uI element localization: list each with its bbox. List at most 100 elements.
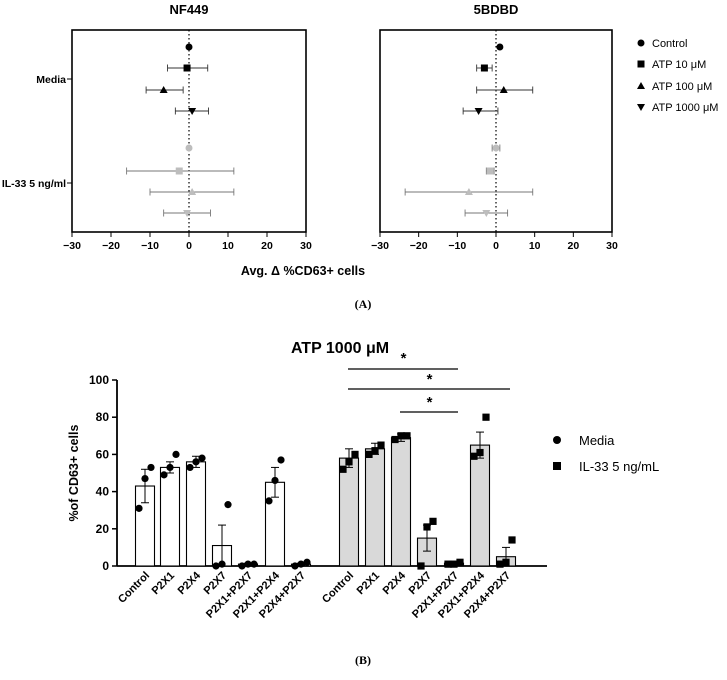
x-tick-label: −30 <box>371 240 389 252</box>
point-atp-100-m <box>464 188 473 195</box>
data-point <box>456 558 464 566</box>
legend-label-atp-100-m: ATP 100 μM <box>652 81 712 93</box>
x-tick-label: 0 <box>493 240 499 252</box>
row-label: IL-33 5 ng/ml <box>2 178 66 190</box>
data-point <box>135 504 143 512</box>
legend-marker-control <box>637 39 645 47</box>
point-atp-1000-m <box>474 108 483 115</box>
data-point <box>212 562 220 570</box>
x-tick-label: 20 <box>567 240 579 252</box>
point-atp-100-m <box>159 86 168 93</box>
data-point <box>198 454 206 462</box>
x-tick-label: 30 <box>300 240 312 252</box>
panel-label-a: (A) <box>355 297 372 311</box>
legend-marker-atp-100-m <box>637 82 645 89</box>
legend-marker-atp-1000-m <box>637 104 645 111</box>
legend-label-media: Media <box>579 433 615 448</box>
x-tick-label: 20 <box>261 240 273 252</box>
data-point <box>160 471 168 479</box>
data-point <box>482 413 490 421</box>
point-atp-10-m <box>175 167 183 175</box>
x-tick-label: −10 <box>448 240 466 252</box>
point-atp-10-m <box>183 64 191 72</box>
x-tick-label: Control <box>320 570 356 606</box>
forest-title: NF449 <box>169 2 208 17</box>
point-atp-10-m <box>486 167 494 175</box>
x-tick-label: 30 <box>606 240 618 252</box>
x-tick-label: −10 <box>141 240 159 252</box>
x-tick-label: 0 <box>186 240 192 252</box>
y-tick-label: 60 <box>96 447 110 461</box>
data-point <box>365 450 373 458</box>
data-point <box>224 501 232 509</box>
data-point <box>397 432 405 440</box>
bar-p2x1-p2x4 <box>469 444 491 567</box>
data-point <box>371 447 379 455</box>
data-point <box>496 560 504 568</box>
x-tick-label: 10 <box>222 240 234 252</box>
legend-marker-media <box>553 436 561 444</box>
row-label: Media <box>36 74 66 86</box>
data-point <box>265 497 273 505</box>
data-point <box>192 458 200 466</box>
y-tick-label: 40 <box>96 485 110 499</box>
x-tick-label: −20 <box>102 240 120 252</box>
x-tick-label: 10 <box>529 240 541 252</box>
data-point <box>186 463 194 472</box>
point-atp-1000-m <box>188 108 197 115</box>
forest-plot-nf449: NF449 −30 −20 −10 0 10 20 30 <box>63 2 312 252</box>
significance-star: * <box>427 394 433 411</box>
point-control <box>185 43 193 51</box>
data-point <box>271 476 279 485</box>
data-point <box>297 560 305 568</box>
panel-label-b: (B) <box>355 653 371 667</box>
data-point <box>403 432 411 440</box>
forest-plot-5bdbd: 5BDBD −30 −20 −10 0 10 20 30 <box>371 2 618 252</box>
data-point <box>238 562 246 570</box>
x-tick-label: P2X1 <box>355 570 383 598</box>
bar-p2x1 <box>364 448 386 567</box>
legend-label-control: Control <box>652 38 687 50</box>
legend-marker-atp-10-m <box>637 60 645 68</box>
data-point <box>502 558 510 566</box>
y-axis-label: %of CD63+ cells <box>67 424 81 521</box>
bar-p2x4 <box>185 461 207 567</box>
data-point <box>429 517 437 525</box>
data-point <box>351 450 359 458</box>
x-tick-label: −30 <box>63 240 81 252</box>
data-point <box>172 450 180 458</box>
bar-chart-title: ATP 1000 μM <box>291 340 389 357</box>
y-tick-label: 80 <box>96 410 110 424</box>
x-axis-label: Avg. Δ %CD63+ cells <box>241 264 365 278</box>
x-tick-label: −20 <box>410 240 428 252</box>
data-point <box>450 560 458 568</box>
data-point <box>339 465 347 473</box>
significance-star: * <box>401 350 407 367</box>
point-atp-100-m <box>499 86 508 93</box>
data-point <box>277 456 285 464</box>
data-point <box>377 441 385 449</box>
bar-p2x4 <box>390 437 412 567</box>
point-control <box>185 144 193 152</box>
data-point <box>303 558 311 566</box>
legend-marker-il-33-5-ng-ml <box>553 462 561 470</box>
x-tick-label: P2X4 <box>176 569 204 597</box>
y-tick-label: 0 <box>102 559 109 573</box>
data-point <box>244 560 252 568</box>
point-atp-100-m <box>188 188 197 195</box>
data-point <box>444 560 452 568</box>
data-point <box>166 463 174 472</box>
x-tick-label: P2X1 <box>150 570 178 598</box>
data-point <box>345 458 353 466</box>
significance-star: * <box>427 371 433 388</box>
data-point <box>250 560 258 568</box>
point-control <box>492 144 500 152</box>
x-tick-label: Control <box>116 570 152 606</box>
point-control <box>496 43 504 51</box>
point-atp-10-m <box>480 64 488 72</box>
data-point <box>147 463 155 472</box>
data-point <box>218 560 226 568</box>
data-point <box>476 448 484 457</box>
point-atp-1000-m <box>482 210 491 217</box>
